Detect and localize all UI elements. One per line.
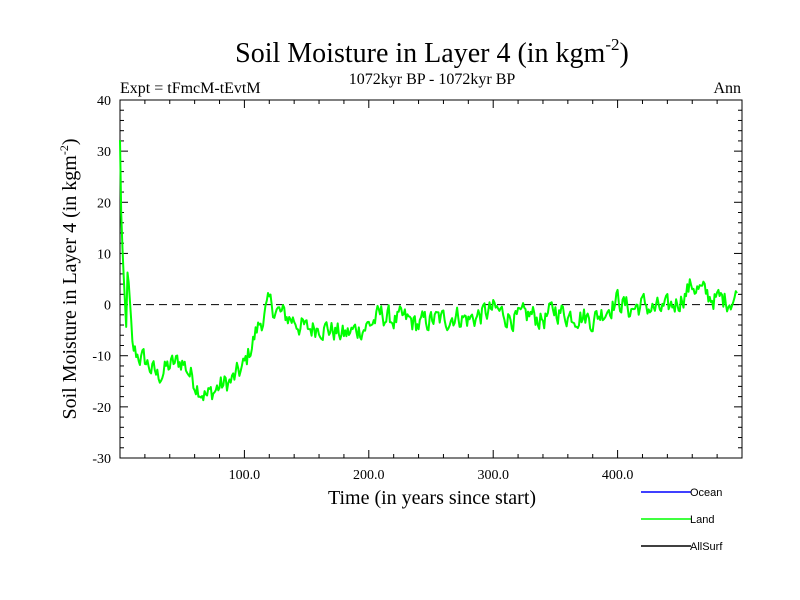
y-tick-label: 10	[97, 247, 111, 262]
x-tick-labels: 100.0 200.0 300.0 400.0	[229, 468, 634, 483]
y-tick-label: 30	[97, 145, 111, 160]
y-tick-label: -20	[92, 401, 111, 416]
x-tick-label: 100.0	[229, 468, 261, 483]
y-axis-label: Soil Moisture in Layer 4 (in kgm-2)	[57, 138, 81, 419]
x-tick-label: 200.0	[353, 468, 385, 483]
series-line-land	[119, 140, 738, 402]
chart-title-end: )	[620, 38, 629, 69]
y-tick-label: 0	[104, 299, 111, 314]
subtitle-center: 1072kyr BP - 1072kyr BP	[349, 71, 516, 88]
x-axis-label: Time (in years since start)	[328, 487, 536, 509]
chart-title-sup: -2	[605, 35, 619, 54]
subtitle-right: Ann	[713, 80, 741, 97]
y-tick-label: -10	[92, 350, 111, 365]
y-tick-label: 20	[97, 196, 111, 211]
legend: Ocean Land AllSurf	[641, 487, 723, 553]
y-axis-label-sup: -2	[57, 145, 71, 155]
legend-label-land: Land	[690, 514, 714, 526]
y-axis-label-end: )	[59, 138, 81, 145]
x-tick-label: 300.0	[477, 468, 509, 483]
y-tick-label: -30	[92, 452, 111, 467]
x-tick-label: 400.0	[602, 468, 634, 483]
plot-frame	[119, 99, 743, 459]
axis-ticks	[120, 99, 742, 459]
y-tick-labels: -30 -20 -10 0 10 20 30 40	[92, 94, 111, 467]
chart-title-main: Soil Moisture in Layer 4 (in kgm	[235, 38, 605, 69]
y-axis-label-main: Soil Moisture in Layer 4 (in kgm	[59, 155, 81, 420]
subtitle-left: Expt = tFmcM-tEvtM	[120, 80, 261, 97]
legend-label-ocean: Ocean	[690, 487, 722, 499]
chart-title: Soil Moisture in Layer 4 (in kgm-2)	[235, 35, 629, 69]
legend-label-allsurf: AllSurf	[690, 541, 723, 553]
y-tick-label: 40	[97, 94, 111, 109]
